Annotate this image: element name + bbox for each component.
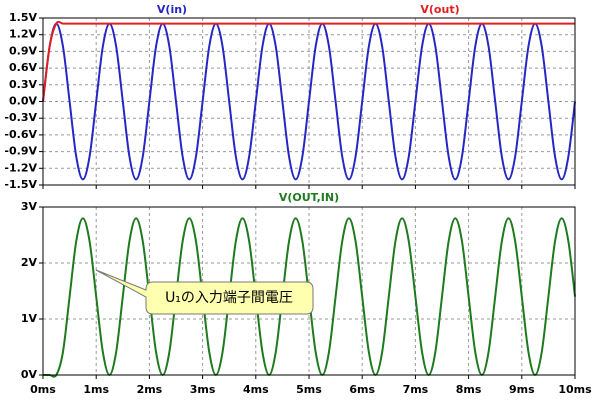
y-tick-label: 0V — [21, 368, 38, 381]
x-tick-label: 9ms — [509, 383, 535, 396]
x-tick-label: 5ms — [296, 383, 322, 396]
series-line — [42, 22, 576, 181]
y-tick-label: 0.0V — [9, 95, 37, 108]
x-tick-label: 2ms — [137, 383, 163, 396]
y-tick-label: -1.2V — [4, 161, 37, 174]
plot-frame — [42, 17, 576, 186]
y-tick-label: 1V — [21, 312, 38, 325]
x-tick-label: 4ms — [243, 383, 269, 396]
x-tick-label: 6ms — [349, 383, 375, 396]
x-tick-label: 10ms — [558, 383, 592, 396]
legend-label: V(in) — [157, 3, 187, 16]
y-tick-label: 0.6V — [9, 61, 37, 74]
series-line — [42, 20, 575, 102]
x-tick-label: 3ms — [190, 383, 216, 396]
x-tick-label: 7ms — [403, 383, 429, 396]
y-tick-label: 0.3V — [9, 78, 37, 91]
y-tick-label: -0.3V — [4, 111, 37, 124]
y-tick-label: 1.5V — [9, 11, 37, 24]
x-tick-label: 1ms — [83, 383, 109, 396]
x-tick-label: 8ms — [456, 383, 482, 396]
y-tick-label: 0.9V — [9, 44, 37, 57]
y-tick-label: -0.6V — [4, 128, 37, 141]
plots: 1.5V 1.2V 0.9V 0.6V 0.3V 0.0V -0.3V -0.6V -0.9V -… — [4, 3, 592, 396]
callout-text: U₁の入力端子間電圧 — [165, 290, 293, 306]
legend-label: V(out) — [420, 3, 459, 16]
callout-box — [95, 269, 314, 315]
legend-label: V(OUT,IN) — [279, 191, 339, 204]
y-tick-label: 2V — [21, 256, 38, 269]
plot-frame — [42, 206, 576, 376]
callout: U₁の入力端子間電圧 — [95, 269, 314, 315]
y-tick-label: -1.5V — [4, 178, 37, 191]
y-tick-label: 1.2V — [9, 28, 37, 41]
x-tick-label: 0ms — [30, 383, 56, 396]
y-tick-label: 3V — [21, 200, 38, 213]
y-tick-label: -0.9V — [4, 145, 37, 158]
